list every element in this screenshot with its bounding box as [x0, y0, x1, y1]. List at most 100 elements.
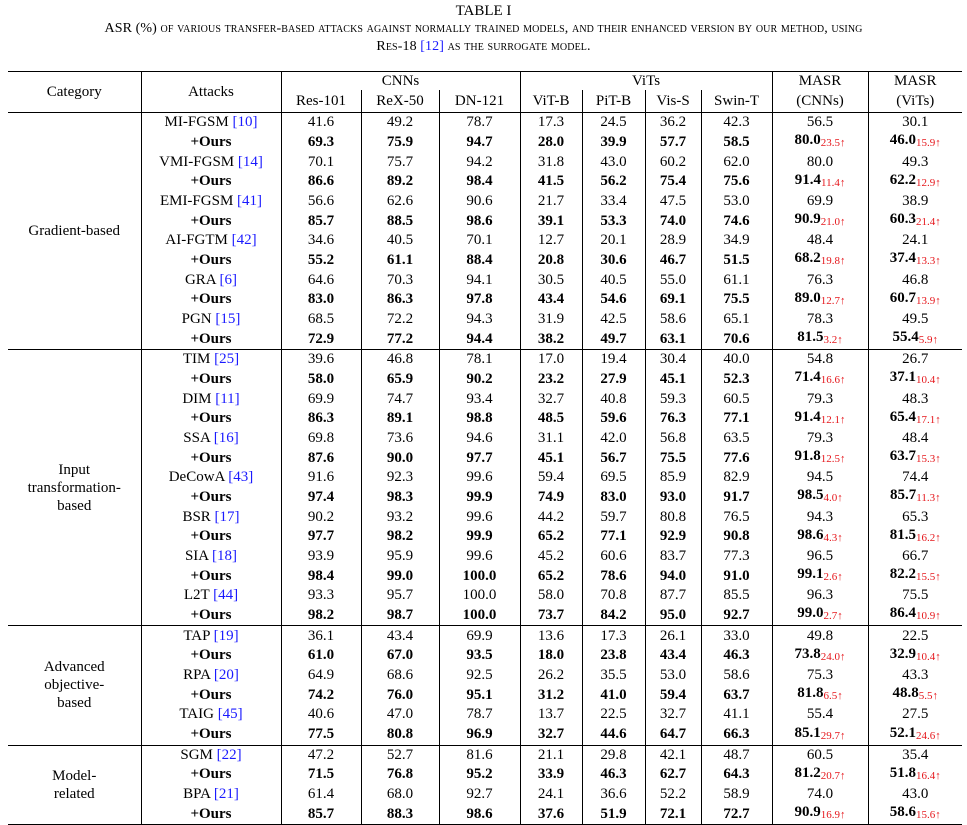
header-col-pitb: PiT-B — [581, 90, 646, 113]
attack-name-cell: +Ours — [140, 328, 281, 350]
asr-value-cell: 13.7 — [519, 705, 583, 724]
attack-citation[interactable]: [19] — [213, 627, 239, 644]
asr-value-cell: 98.3 — [360, 486, 439, 508]
table-row: +Ours 97.4 98.3 99.9 74.9 83.0 93.0 91.7 98.54.0… — [8, 486, 963, 508]
masr-vits-cell: 58.615.6↑ — [867, 803, 963, 825]
masr-increase: 6.5↑ — [823, 690, 843, 703]
attack-citation[interactable]: [42] — [231, 232, 257, 249]
asr-value-cell: 95.1 — [438, 684, 521, 706]
asr-value-cell: 64.3 — [700, 763, 773, 785]
masr-vits-cell: 60.321.4↑ — [867, 210, 963, 232]
attack-citation[interactable]: [16] — [213, 429, 239, 446]
attack-citation[interactable]: [44] — [213, 587, 239, 604]
table-row: +Ours 55.2 61.1 88.4 20.8 30.6 46.7 51.5 68.219.… — [8, 249, 963, 271]
masr-cnns-cell: 60.5 — [771, 744, 869, 764]
asr-value-cell: 64.6 — [280, 270, 361, 289]
attack-citation[interactable]: [41] — [237, 192, 263, 209]
table-row: +Ours 87.6 90.0 97.7 45.1 56.7 75.5 77.6 91.812.… — [8, 447, 963, 469]
asr-value-cell: 75.7 — [360, 152, 439, 171]
asr-value-cell: 52.3 — [700, 368, 773, 390]
asr-value-cell: 30.4 — [644, 349, 702, 369]
asr-value-cell: 61.1 — [360, 249, 439, 271]
masr-value: 51.8 — [889, 764, 917, 781]
masr-value: 54.8 — [806, 351, 834, 368]
asr-value-cell: 63.5 — [700, 428, 773, 448]
table-row: Input transformation-based TIM [25] 39.6 46.… — [8, 349, 963, 626]
table-row: +Ours 86.3 89.1 98.8 48.5 59.6 76.3 77.1 91.412.… — [8, 407, 963, 429]
attack-citation[interactable]: [15] — [215, 310, 241, 327]
masr-vits-cell: 65.3 — [867, 507, 963, 526]
asr-value-cell: 31.9 — [519, 309, 583, 329]
attack-citation[interactable]: [20] — [213, 666, 239, 683]
asr-value-cell: 33.4 — [581, 191, 646, 211]
attack-name-cell: MI-FGSM [10] — [140, 112, 281, 132]
attack-name-cell: RPA [20] — [140, 665, 281, 685]
masr-value: 60.3 — [889, 211, 917, 228]
asr-value-cell: 91.7 — [700, 486, 773, 508]
attack-citation[interactable]: [21] — [213, 786, 239, 803]
asr-value-cell: 43.4 — [519, 288, 583, 310]
masr-vits-cell: 49.5 — [867, 309, 963, 329]
results-table: Category Attacks CNNs ViTs MASR MASR Res… — [8, 71, 963, 825]
masr-cnns-cell: 79.3 — [771, 428, 869, 448]
asr-value-cell: 58.6 — [700, 665, 773, 685]
asr-value-cell: 61.4 — [280, 784, 361, 804]
attack-citation[interactable]: [45] — [217, 706, 243, 723]
masr-value: 79.3 — [806, 390, 834, 407]
category-cell: Input transformation-based — [8, 349, 141, 626]
attack-citation[interactable]: [14] — [237, 153, 263, 170]
asr-value-cell: 92.9 — [644, 525, 702, 547]
attack-name-cell: BSR [17] — [140, 507, 281, 526]
asr-value-cell: 74.6 — [700, 210, 773, 232]
masr-cnns-cell: 79.3 — [771, 389, 869, 408]
asr-value-cell: 69.8 — [280, 428, 361, 448]
asr-value-cell: 45.1 — [644, 368, 702, 390]
masr-vits-cell: 22.5 — [867, 625, 963, 645]
masr-vits-cell: 63.715.3↑ — [867, 447, 963, 469]
masr-value: 79.3 — [806, 429, 834, 446]
table-row: +Ours 98.4 99.0 100.0 65.2 78.6 94.0 91.0 99.12.… — [8, 565, 963, 587]
asr-value-cell: 47.5 — [644, 191, 702, 211]
asr-value-cell: 37.6 — [519, 803, 583, 825]
asr-value-cell: 77.6 — [700, 447, 773, 469]
asr-value-cell: 13.6 — [519, 625, 583, 645]
asr-value-cell: 99.6 — [438, 507, 521, 526]
table-row: +Ours 61.0 67.0 93.5 18.0 23.8 43.4 46.3 73.824.… — [8, 644, 963, 666]
asr-value-cell: 88.3 — [360, 803, 439, 825]
asr-value-cell: 70.6 — [700, 328, 773, 350]
masr-increase: 11.4↑ — [820, 176, 846, 189]
asr-value-cell: 40.6 — [280, 705, 361, 724]
asr-value-cell: 97.7 — [280, 525, 361, 547]
asr-value-cell: 92.3 — [360, 468, 439, 487]
asr-value-cell: 64.7 — [644, 723, 702, 745]
masr-vits-cell: 27.5 — [867, 705, 963, 724]
attack-citation[interactable]: [10] — [232, 114, 258, 131]
attack-citation[interactable]: [18] — [212, 547, 238, 564]
asr-value-cell: 78.6 — [581, 565, 646, 587]
asr-value-cell: 74.7 — [360, 389, 439, 408]
asr-value-cell: 99.6 — [438, 546, 521, 566]
asr-value-cell: 64.9 — [280, 665, 361, 685]
masr-cnns-cell: 98.54.0↑ — [771, 486, 869, 508]
masr-increase: 21.0↑ — [820, 216, 846, 229]
asr-value-cell: 58.0 — [280, 368, 361, 390]
table-row: VMI-FGSM [14] 70.1 75.7 94.2 31.8 43.0 60.2 62.… — [8, 152, 963, 171]
caption-line-1: ASR (%) of various transfer-based attack… — [104, 21, 863, 36]
asr-value-cell: 45.2 — [519, 546, 583, 566]
asr-value-cell: 23.2 — [519, 368, 583, 390]
masr-value: 52.1 — [889, 724, 917, 741]
attack-citation[interactable]: [43] — [228, 469, 254, 486]
asr-value-cell: 31.2 — [519, 684, 583, 706]
masr-cnns-cell: 54.8 — [771, 349, 869, 369]
asr-value-cell: 86.3 — [360, 288, 439, 310]
attack-citation[interactable]: [11] — [215, 390, 240, 407]
asr-value-cell: 98.8 — [438, 407, 521, 429]
attack-citation[interactable]: [22] — [216, 746, 242, 763]
table-row: RPA [20] 64.9 68.6 92.5 26.2 35.5 53.0 58.6 75.3… — [8, 665, 963, 685]
attack-citation[interactable]: [17] — [214, 508, 240, 525]
attack-citation[interactable]: [25] — [214, 351, 240, 368]
caption-citation[interactable]: [12] — [420, 39, 445, 54]
masr-cnns-cell: 91.412.1↑ — [771, 407, 869, 429]
masr-vits-cell: 48.4 — [867, 428, 963, 448]
attack-citation[interactable]: [6] — [219, 271, 238, 288]
